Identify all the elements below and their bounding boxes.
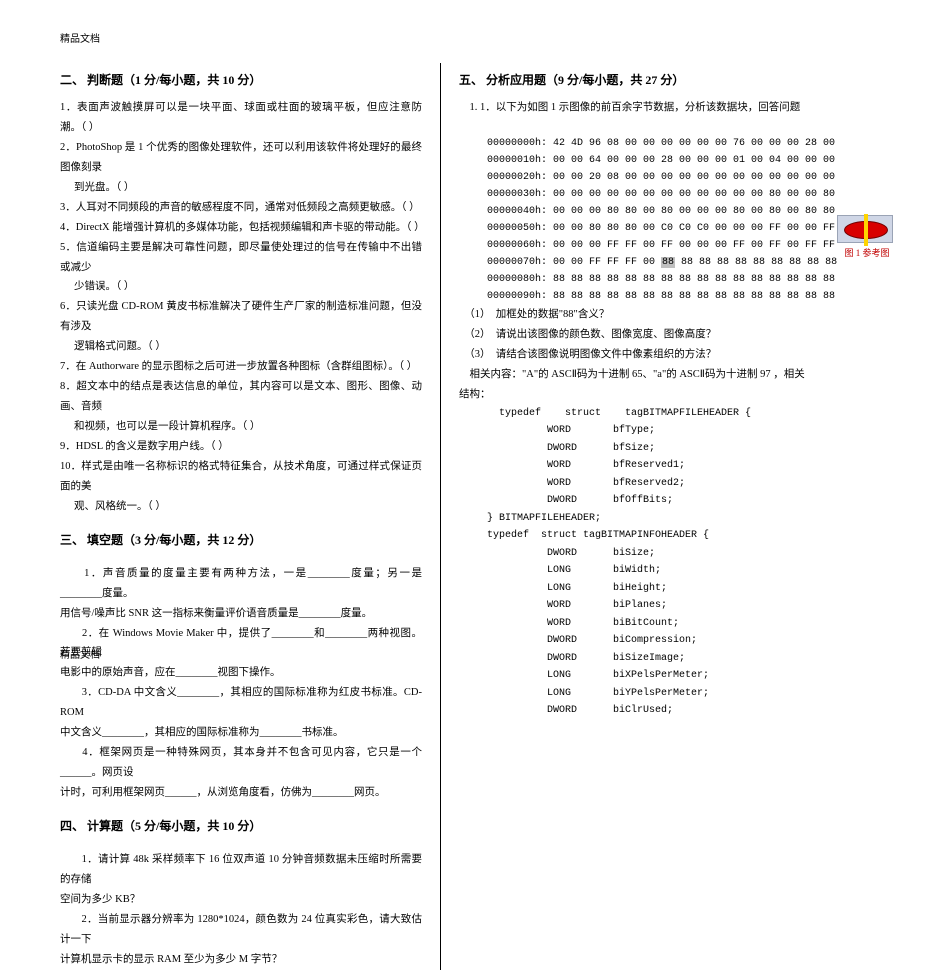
q4-2b: 计算机显示卡的显示 RAM 至少为多少 M 字节？ [60,950,422,970]
figure-1-caption: 图 1 参考图 [837,246,897,259]
hex-row: 00000000h: 42 4D 96 08 00 00 00 00 00 00… [487,138,835,149]
q3-3a: 3．CD-DA 中文含义________，其相应的国际标准称为红皮书标准。CD-… [60,683,422,723]
struct-end: } BITMAPFILEHEADER; [459,510,860,528]
struct-field: LONG biXPelsPerMeter; [499,667,860,685]
struct-field: WORD biBitCount; [499,615,860,633]
struct-field: WORD bfReserved1; [499,457,860,475]
figure-1-shape [837,215,893,243]
struct-field: DWORD biSize; [499,545,860,563]
struct-field: LONG biWidth; [499,562,860,580]
q5-sub3: （3） 请结合该图像说明图像文件中像素组织的方法？ [459,345,860,365]
q5-note: 相关内容："A"的 ASCⅡ码为十进制 65、"a"的 ASCⅡ码为十进制 97… [459,365,860,385]
q4-1a: 1．请计算 48k 采样频率下 16 位双声道 10 分钟音频数据未压缩时所需要… [60,850,422,890]
q3-1b: 用信号/噪声比 SNR 这一指标来衡量评价语音质量是________度量。 [60,604,422,624]
section-3-title: 三、 填空题（3 分/每小题，共 12 分） [60,531,422,548]
q2-2a: 2．PhotoShop 是 1 个优秀的图像处理软件，还可以利用该软件将处理好的… [60,138,422,178]
q3-2a: 2．在 Windows Movie Maker 中，提供了________和__… [60,624,422,664]
hex-dump: 00000000h: 42 4D 96 08 00 00 00 00 00 00… [459,118,860,305]
q5-sub2: （2） 请说出该图像的颜色数、图像宽度、图像高度？ [459,325,860,345]
struct-bitmapinfoheader-head: typedef struct tagBITMAPINFOHEADER { [459,527,860,545]
q5-sub1: （1） 加框处的数据"88"含义？ [459,305,860,325]
highlighted-byte: 88 [661,257,675,268]
struct-field: LONG biHeight; [499,580,860,598]
struct-head: typedef struct tagBITMAPINFOHEADER { [487,527,860,545]
q2-6a: 6．只读光盘 CD-ROM 黄皮书标准解决了硬件生产厂家的制造标准问题，但没有涉… [60,297,422,337]
struct-field: WORD bfType; [499,422,860,440]
q2-2b: 到光盘。（ ） [60,178,422,198]
q2-6b: 逻辑格式问题。（ ） [60,337,422,357]
q5-intro: 1. 1．以下为如图 1 示图像的前百余字节数据，分析该数据块，回答问题 [459,98,860,118]
q2-9: 9．HDSL 的含义是数字用户线。（ ） [60,437,422,457]
q3-3b: 中文含义________，其相应的国际标准称为________书标准。 [60,723,422,743]
q2-5a: 5．信道编码主要是解决可靠性问题，即尽量使处理过的信号在传输中不出错或减少 [60,238,422,278]
q2-1: 1．表面声波触摸屏可以是一块平面、球面或柱面的玻璃平板，但应注意防潮。（ ） [60,98,422,138]
two-column-layout: 二、 判断题（1 分/每小题，共 10 分） 1．表面声波触摸屏可以是一块平面、… [60,63,905,970]
q3-4a: 4．框架网页是一种特殊网页，其本身并不包含可见内容，它只是一个______。网页… [60,743,422,783]
q2-4: 4．DirectX 能增强计算机的多媒体功能，包括视频编辑和声卡驱的带动能。（ … [60,218,422,238]
hex-row: 00000090h: 88 88 88 88 88 88 88 88 88 88… [487,291,835,302]
hex-row: 00000080h: 88 88 88 88 88 88 88 88 88 88… [487,274,835,285]
q5-note2: 结构： [459,385,860,405]
struct-bitmapfileheader: typedef struct tagBITMAPFILEHEADER { WOR… [459,405,860,510]
section-5-title: 五、 分析应用题（9 分/每小题，共 27 分） [459,71,860,88]
hex-prefix: 00000070h: 00 00 FF FF FF 00 [487,257,661,268]
hex-row: 00000060h: 00 00 00 FF FF 00 FF 00 00 00… [487,240,835,251]
q3-2b: 电影中的原始声音，应在________视图下操作。 [60,663,422,683]
q2-3: 3．人耳对不同频段的声音的敏感程度不同，通常对低频段之高频更敏感。（ ） [60,198,422,218]
q2-8b: 和视频，也可以是一段计算机程序。（ ） [60,417,422,437]
left-column: 二、 判断题（1 分/每小题，共 10 分） 1．表面声波触摸屏可以是一块平面、… [60,63,440,970]
doc-footer: 精品文档 [60,646,100,661]
struct-field: DWORD bfOffBits; [499,492,860,510]
hex-row: 00000030h: 00 00 00 00 00 00 00 00 00 00… [487,189,835,200]
struct-bitmapinfoheader: DWORD biSize; LONG biWidth; LONG biHeigh… [459,545,860,720]
q2-10a: 10．样式是由唯一名称标识的格式特征集合，从技术角度，可通过样式保证页面的美 [60,457,422,497]
hex-row: 00000040h: 00 00 00 80 80 00 80 00 00 00… [487,206,835,217]
hex-row: 00000050h: 00 00 80 80 80 00 C0 C0 C0 00… [487,223,835,234]
vertical-bar-icon [864,214,868,246]
right-column: 五、 分析应用题（9 分/每小题，共 27 分） 1. 1．以下为如图 1 示图… [440,63,860,970]
hex-suffix: 88 88 88 88 88 88 88 88 88 [675,257,837,268]
hex-row: 00000020h: 00 00 20 08 00 00 00 00 00 00… [487,172,835,183]
q2-10b: 观、风格统一。（ ） [60,497,422,517]
struct-field: WORD biPlanes; [499,597,860,615]
q2-5b: 少错误。（ ） [60,277,422,297]
figure-1: 图 1 参考图 [837,215,897,259]
hex-row-hl: 00000070h: 00 00 FF FF FF 00 88 88 88 88… [487,257,837,268]
struct-field: WORD bfReserved2; [499,475,860,493]
q3-4b: 计时，可利用框架网页______，从浏览角度看，仿佛为________网页。 [60,783,422,803]
struct-close: } BITMAPFILEHEADER; [487,510,860,528]
q2-8a: 8．超文本中的结点是表达信息的单位，其内容可以是文本、图形、图像、动画、音频 [60,377,422,417]
struct-field: DWORD biCompression; [499,632,860,650]
struct-field: DWORD bfSize; [499,440,860,458]
hex-row: 00000010h: 00 00 64 00 00 00 28 00 00 00… [487,155,835,166]
q2-7: 7．在 Authorware 的显示图标之后可进一步放置各种图标（含群组图标）。… [60,357,422,377]
q3-1a: 1．声音质量的度量主要有两种方法，一是________度量；另一是_______… [60,564,422,604]
struct-field: LONG biYPelsPerMeter; [499,685,860,703]
struct-head: typedef struct tagBITMAPFILEHEADER { [499,405,860,423]
q4-2a: 2．当前显示器分辨率为 1280*1024，颜色数为 24 位真实彩色，请大致估… [60,910,422,950]
section-4-title: 四、 计算题（5 分/每小题，共 10 分） [60,817,422,834]
doc-header: 精品文档 [60,30,905,45]
q4-1b: 空间为多少 KB？ [60,890,422,910]
struct-field: DWORD biSizeImage; [499,650,860,668]
struct-field: DWORD biClrUsed; [499,702,860,720]
section-2-title: 二、 判断题（1 分/每小题，共 10 分） [60,71,422,88]
